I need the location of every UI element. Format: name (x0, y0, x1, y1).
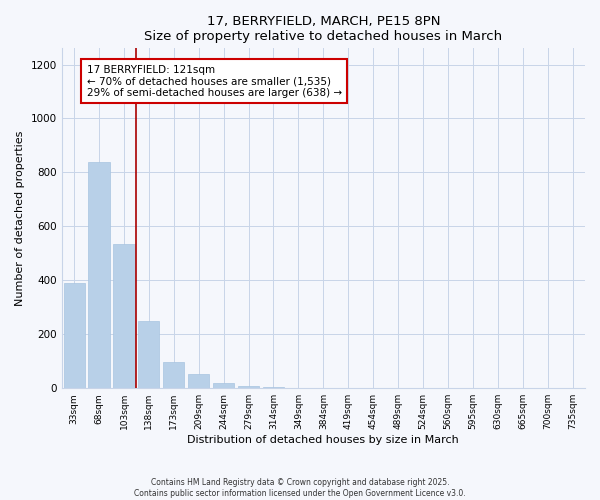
Bar (213, 384, 234, 388)
Bar (188, 374, 209, 388)
Bar (238, 386, 259, 388)
Bar (163, 362, 184, 388)
X-axis label: Distribution of detached houses by size in March: Distribution of detached houses by size … (187, 435, 459, 445)
Bar (113, 244, 134, 388)
Title: 17, BERRYFIELD, MARCH, PE15 8PN
Size of property relative to detached houses in : 17, BERRYFIELD, MARCH, PE15 8PN Size of … (144, 15, 502, 43)
Bar (88, 162, 110, 388)
Text: Contains HM Land Registry data © Crown copyright and database right 2025.
Contai: Contains HM Land Registry data © Crown c… (134, 478, 466, 498)
Y-axis label: Number of detached properties: Number of detached properties (15, 130, 25, 306)
Bar (64, 283, 85, 388)
Bar (138, 322, 160, 388)
Text: 17 BERRYFIELD: 121sqm
← 70% of detached houses are smaller (1,535)
29% of semi-d: 17 BERRYFIELD: 121sqm ← 70% of detached … (86, 64, 342, 98)
